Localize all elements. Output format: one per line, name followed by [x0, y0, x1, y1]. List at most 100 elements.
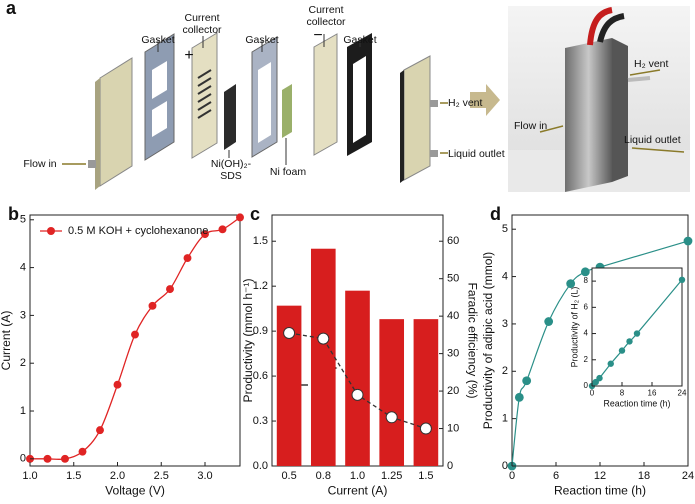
y-tick-label: 4: [584, 329, 589, 338]
port-label: Liquid outlet: [448, 148, 505, 160]
data-point: [283, 327, 296, 340]
y-tick-label: 1: [20, 405, 26, 417]
data-point: [607, 360, 614, 367]
y-tick-label: 4: [20, 261, 26, 273]
part-label: Ni foam: [269, 166, 307, 178]
data-point: [522, 376, 532, 386]
photo-label: Flow in: [514, 120, 548, 132]
y-axis-label: Productivity of H₂ (L): [570, 287, 580, 368]
x-tick-label: 0.8: [316, 470, 331, 482]
gasket-window: [258, 62, 271, 143]
legend-marker: [47, 227, 55, 235]
callout-lines: [157, 34, 361, 165]
y2-tick-label: 30: [447, 348, 459, 360]
end-plate-edge: [95, 78, 100, 190]
data-point: [131, 330, 139, 339]
flow-arrow: [539, 125, 564, 133]
gasket-window: [353, 56, 366, 143]
x-axis-label: Current (A): [328, 484, 388, 498]
y-tick-label: 4: [502, 270, 508, 282]
x-tick-label: 3.0: [197, 470, 212, 482]
x-axis-label: Reaction time (h): [554, 484, 646, 498]
x-tick-label: 1.5: [66, 470, 81, 482]
panel-label: a: [6, 0, 17, 18]
y-tick-label: 0: [20, 453, 26, 465]
part-label: Gasket: [245, 34, 279, 46]
plot-area: [276, 248, 439, 466]
y-tick-label: 3: [20, 309, 26, 321]
port-label: H₂ vent: [448, 97, 483, 109]
y-tick-label: 1: [502, 413, 508, 425]
y2-axis-label: Faradic efficiency (%): [465, 282, 479, 398]
end-plate: [99, 57, 133, 187]
plot-frame: [591, 267, 683, 387]
x-axis-label: Voltage (V): [105, 484, 165, 498]
data-point: [385, 411, 398, 424]
x-axis-label: Reaction time (h): [604, 399, 671, 409]
data-point: [419, 422, 432, 435]
x-tick-label: 2.5: [154, 470, 169, 482]
data-point: [113, 380, 122, 389]
part-label: Flow in: [23, 158, 57, 170]
data-point: [678, 276, 686, 283]
x-tick-label: 6: [553, 470, 559, 482]
y-tick-label: 2: [20, 357, 26, 369]
data-point: [514, 392, 524, 402]
photo: [508, 6, 690, 192]
y2-tick-label: 0: [447, 460, 453, 472]
y-tick-label: 2: [502, 365, 508, 377]
data-point: [618, 347, 626, 354]
panel-label: b: [8, 204, 19, 224]
x-tick-label: 24: [682, 470, 694, 482]
photo-label: H₂ vent: [634, 58, 669, 70]
y-tick-label: 3: [502, 318, 508, 330]
y2-tick-label: 50: [447, 273, 459, 285]
red-wire: [587, 7, 613, 46]
data-point: [580, 267, 590, 277]
data-point: [236, 213, 244, 222]
polarity: −: [313, 27, 323, 44]
part-label: Current collector: [306, 4, 346, 28]
y2-tick-label: 40: [447, 310, 459, 322]
data-point: [148, 301, 157, 310]
y-tick-label: 1.5: [253, 235, 268, 247]
y-tick-label: 0: [502, 460, 508, 472]
plot-frame: [29, 214, 241, 467]
cell-side: [612, 38, 628, 182]
bar: [379, 319, 405, 466]
flow-arrow: [629, 69, 661, 76]
collector-slots: [197, 69, 212, 119]
part-label: Current collector: [182, 12, 222, 36]
plot-area: [26, 213, 244, 463]
x-tick-label: 16: [648, 388, 657, 397]
gasket: [144, 33, 175, 161]
panel-label: c: [250, 204, 260, 224]
end-plate: [403, 55, 431, 181]
y-tick-label: 6: [584, 302, 589, 311]
part-label: Gasket: [343, 34, 377, 46]
x-tick-label: 0.5: [281, 470, 296, 482]
data-point: [566, 279, 576, 289]
data-point: [633, 330, 641, 337]
x-tick-label: 18: [638, 470, 650, 482]
panel-label: d: [490, 204, 501, 224]
y-tick-label: 2: [584, 355, 589, 364]
y-tick-label: 5: [20, 214, 26, 226]
cell-stack: [565, 38, 612, 192]
y-axis-label: Productivity (mmol h⁻¹): [241, 279, 255, 403]
data-point: [183, 254, 192, 262]
x-tick-label: 8: [620, 388, 625, 397]
big-arrow: [470, 84, 500, 116]
gasket-window: [152, 101, 167, 137]
data-point: [683, 236, 693, 246]
y2-tick-label: 10: [447, 422, 459, 434]
y-tick-label: 0.9: [253, 325, 268, 337]
part-label: Gasket: [141, 34, 175, 46]
inlet-port: [88, 160, 96, 168]
y2-tick-label: 60: [447, 235, 459, 247]
y-tick-label: 0: [584, 381, 589, 390]
x-tick-label: 0: [509, 470, 515, 482]
vent-tube: [627, 76, 651, 82]
x-tick-label: 0: [590, 388, 595, 397]
y-tick-label: 1.2: [253, 280, 268, 292]
